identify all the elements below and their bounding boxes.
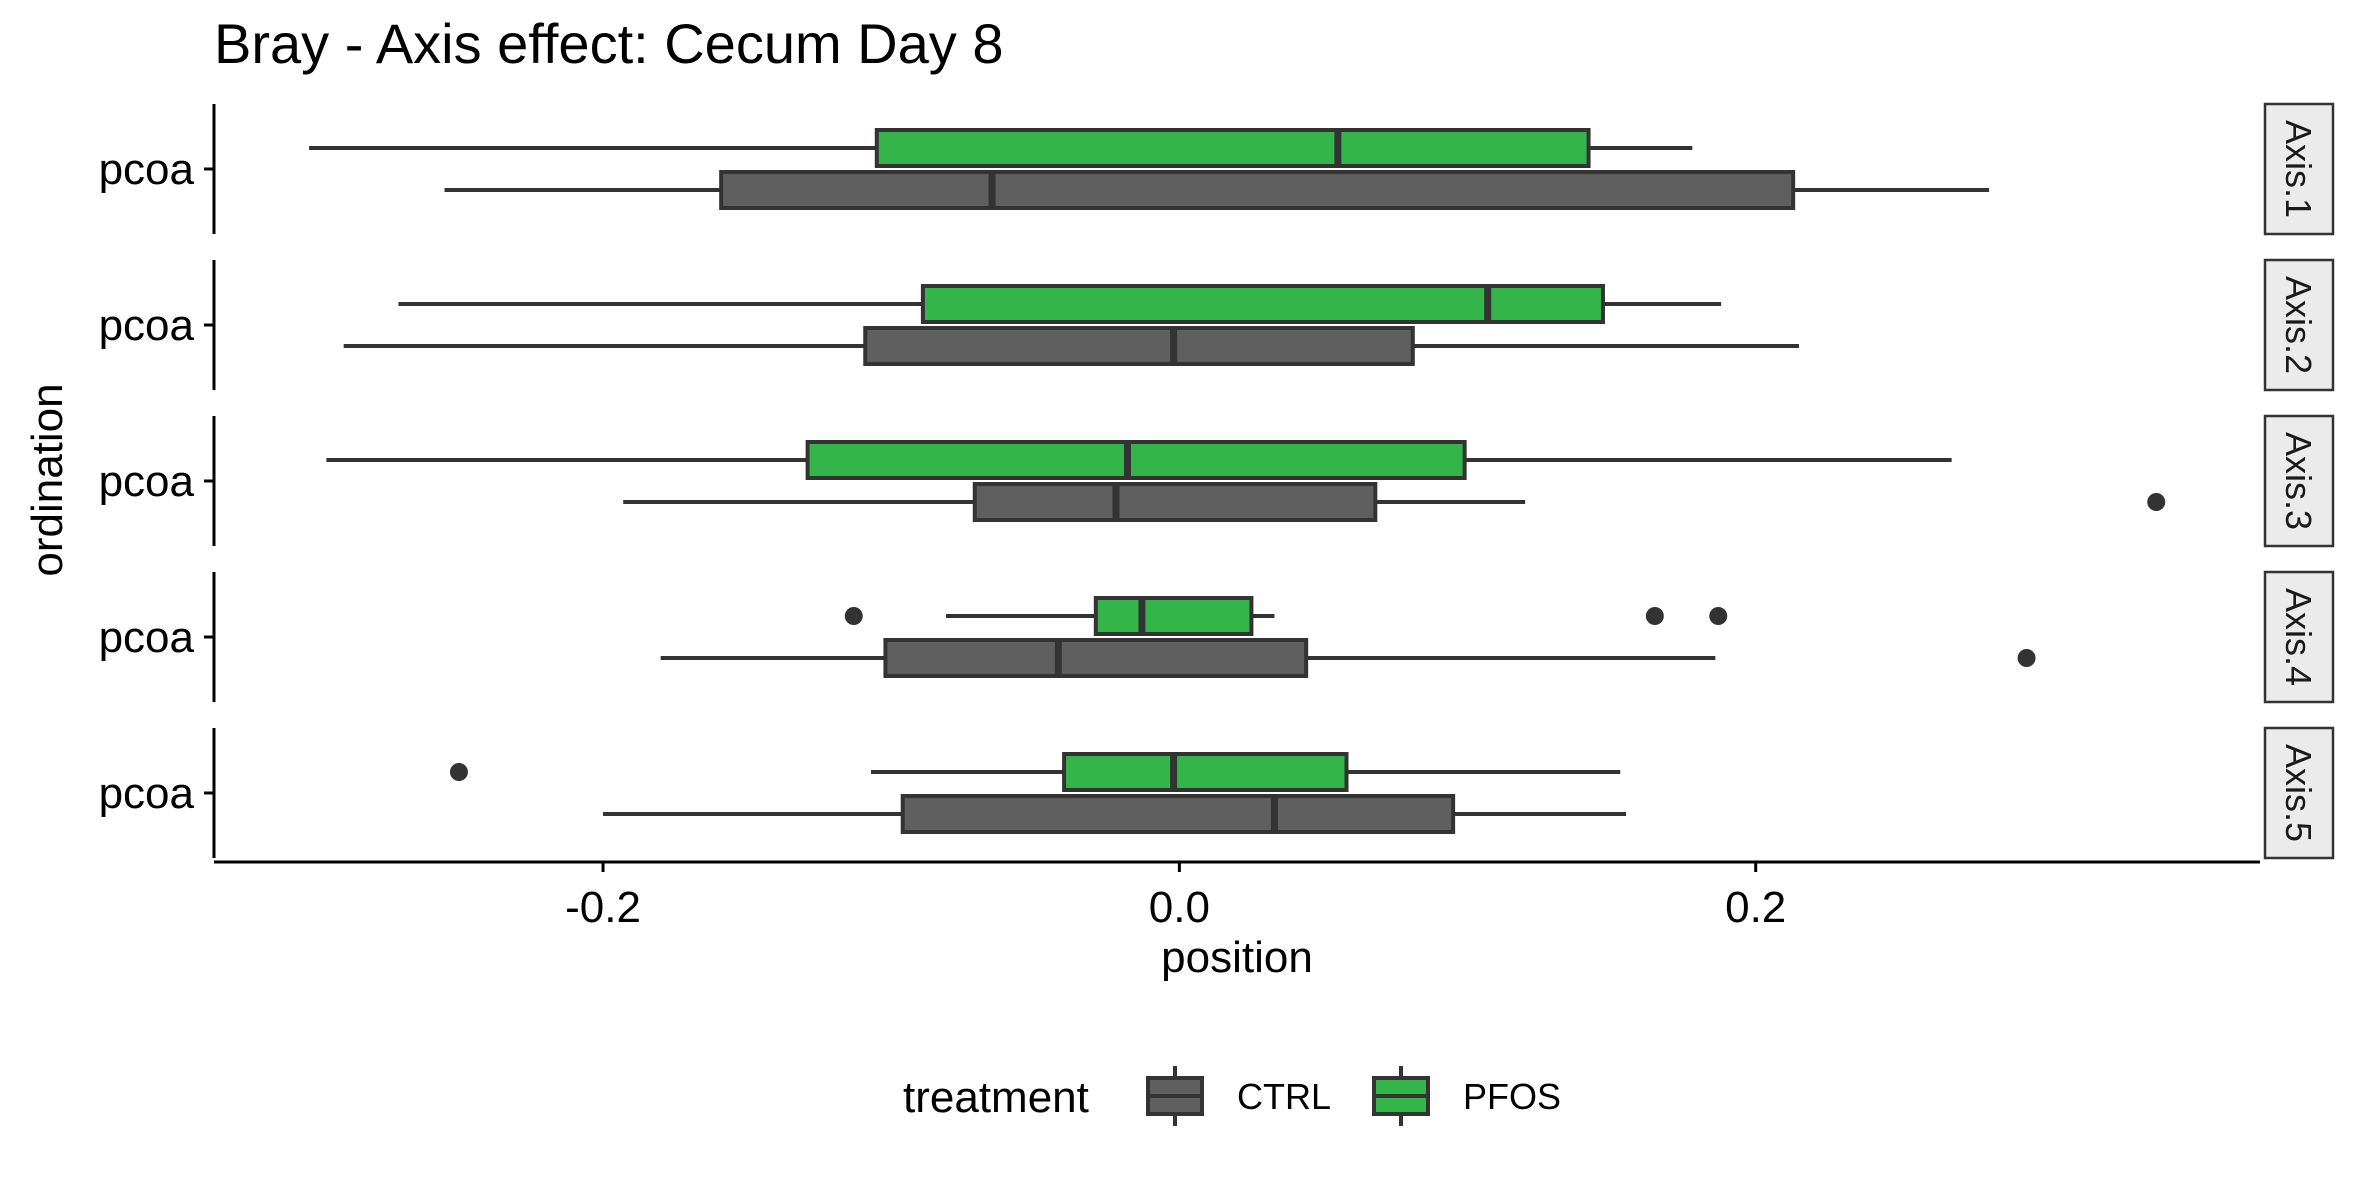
box-ctrl	[444, 170, 1990, 210]
facet-strip: Axis.5	[2263, 726, 2335, 860]
facet-strip-label: Axis.4	[2278, 588, 2319, 686]
chart-title: Bray - Axis effect: Cecum Day 8	[214, 12, 1003, 75]
box-body	[972, 482, 1378, 522]
box-pfos	[844, 596, 1728, 636]
legend-title: treatment	[903, 1073, 1089, 1122]
y-tick-label: pcoa	[99, 613, 195, 662]
x-tick-label: 0.2	[1725, 883, 1786, 932]
outlier-point	[449, 763, 468, 781]
x-axis-title: position	[1161, 933, 1313, 982]
x-tick-label: -0.2	[565, 883, 641, 932]
legend: treatment CTRL PFOS	[903, 1066, 1561, 1126]
facet-panel-4: pcoa Axis.4	[99, 570, 2335, 704]
outlier-point	[2147, 493, 2166, 511]
facet-panel-5: pcoa Axis.5	[99, 726, 2335, 860]
box-body	[719, 170, 1796, 210]
box-ctrl	[623, 482, 2166, 522]
y-tick-label: pcoa	[99, 769, 195, 818]
facet-strip-background	[2263, 726, 2335, 860]
facet-strip-background	[2263, 102, 2335, 236]
facet-strip-background	[2263, 258, 2335, 392]
facet-strip: Axis.4	[2263, 570, 2335, 704]
outlier-point	[1709, 607, 1728, 625]
box-body	[1093, 596, 1254, 636]
box-ctrl	[603, 794, 1627, 834]
legend-label: CTRL	[1237, 1076, 1331, 1117]
legend-entry-pfos: PFOS	[1372, 1066, 1561, 1126]
box-pfos	[309, 128, 1693, 168]
box-body	[805, 440, 1467, 480]
panels: pcoa Axis.1 pcoa Axis.2 pcoa Axis.3 pcoa Axis.4…	[99, 102, 2335, 860]
facet-strip: Axis.1	[2263, 102, 2335, 236]
box-body	[1062, 752, 1349, 792]
box-pfos	[398, 284, 1722, 324]
facet-panel-3: pcoa Axis.3	[99, 414, 2335, 548]
y-axis-title: ordination	[23, 383, 72, 576]
outlier-point	[2017, 649, 2036, 667]
box-pfos	[449, 752, 1621, 792]
facet-strip-label: Axis.3	[2278, 432, 2319, 530]
box-ctrl	[660, 638, 2036, 678]
box-ctrl	[343, 326, 1799, 366]
box-body	[920, 284, 1605, 324]
facet-strip: Axis.2	[2263, 258, 2335, 392]
facet-panel-1: pcoa Axis.1	[99, 102, 2335, 236]
facet-strip-background	[2263, 414, 2335, 548]
y-tick-label: pcoa	[99, 145, 195, 194]
facet-strip-background	[2263, 570, 2335, 704]
box-body	[883, 638, 1309, 678]
box-pfos	[326, 440, 1952, 480]
box-body	[900, 794, 1456, 834]
facet-strip-label: Axis.1	[2278, 120, 2319, 218]
outlier-point	[844, 607, 863, 625]
y-tick-label: pcoa	[99, 301, 195, 350]
legend-entry-ctrl: CTRL	[1146, 1066, 1331, 1126]
facet-strip-label: Axis.5	[2278, 744, 2319, 842]
box-body	[874, 128, 1591, 168]
outlier-point	[1645, 607, 1664, 625]
x-tick-label: 0.0	[1149, 883, 1210, 932]
x-axis: -0.2 0.0 0.2	[214, 860, 2260, 932]
legend-label: PFOS	[1463, 1076, 1561, 1117]
facet-strip-label: Axis.2	[2278, 276, 2319, 374]
y-tick-label: pcoa	[99, 457, 195, 506]
box-body	[863, 326, 1415, 366]
facet-panel-2: pcoa Axis.2	[99, 258, 2335, 392]
facet-strip: Axis.3	[2263, 414, 2335, 548]
